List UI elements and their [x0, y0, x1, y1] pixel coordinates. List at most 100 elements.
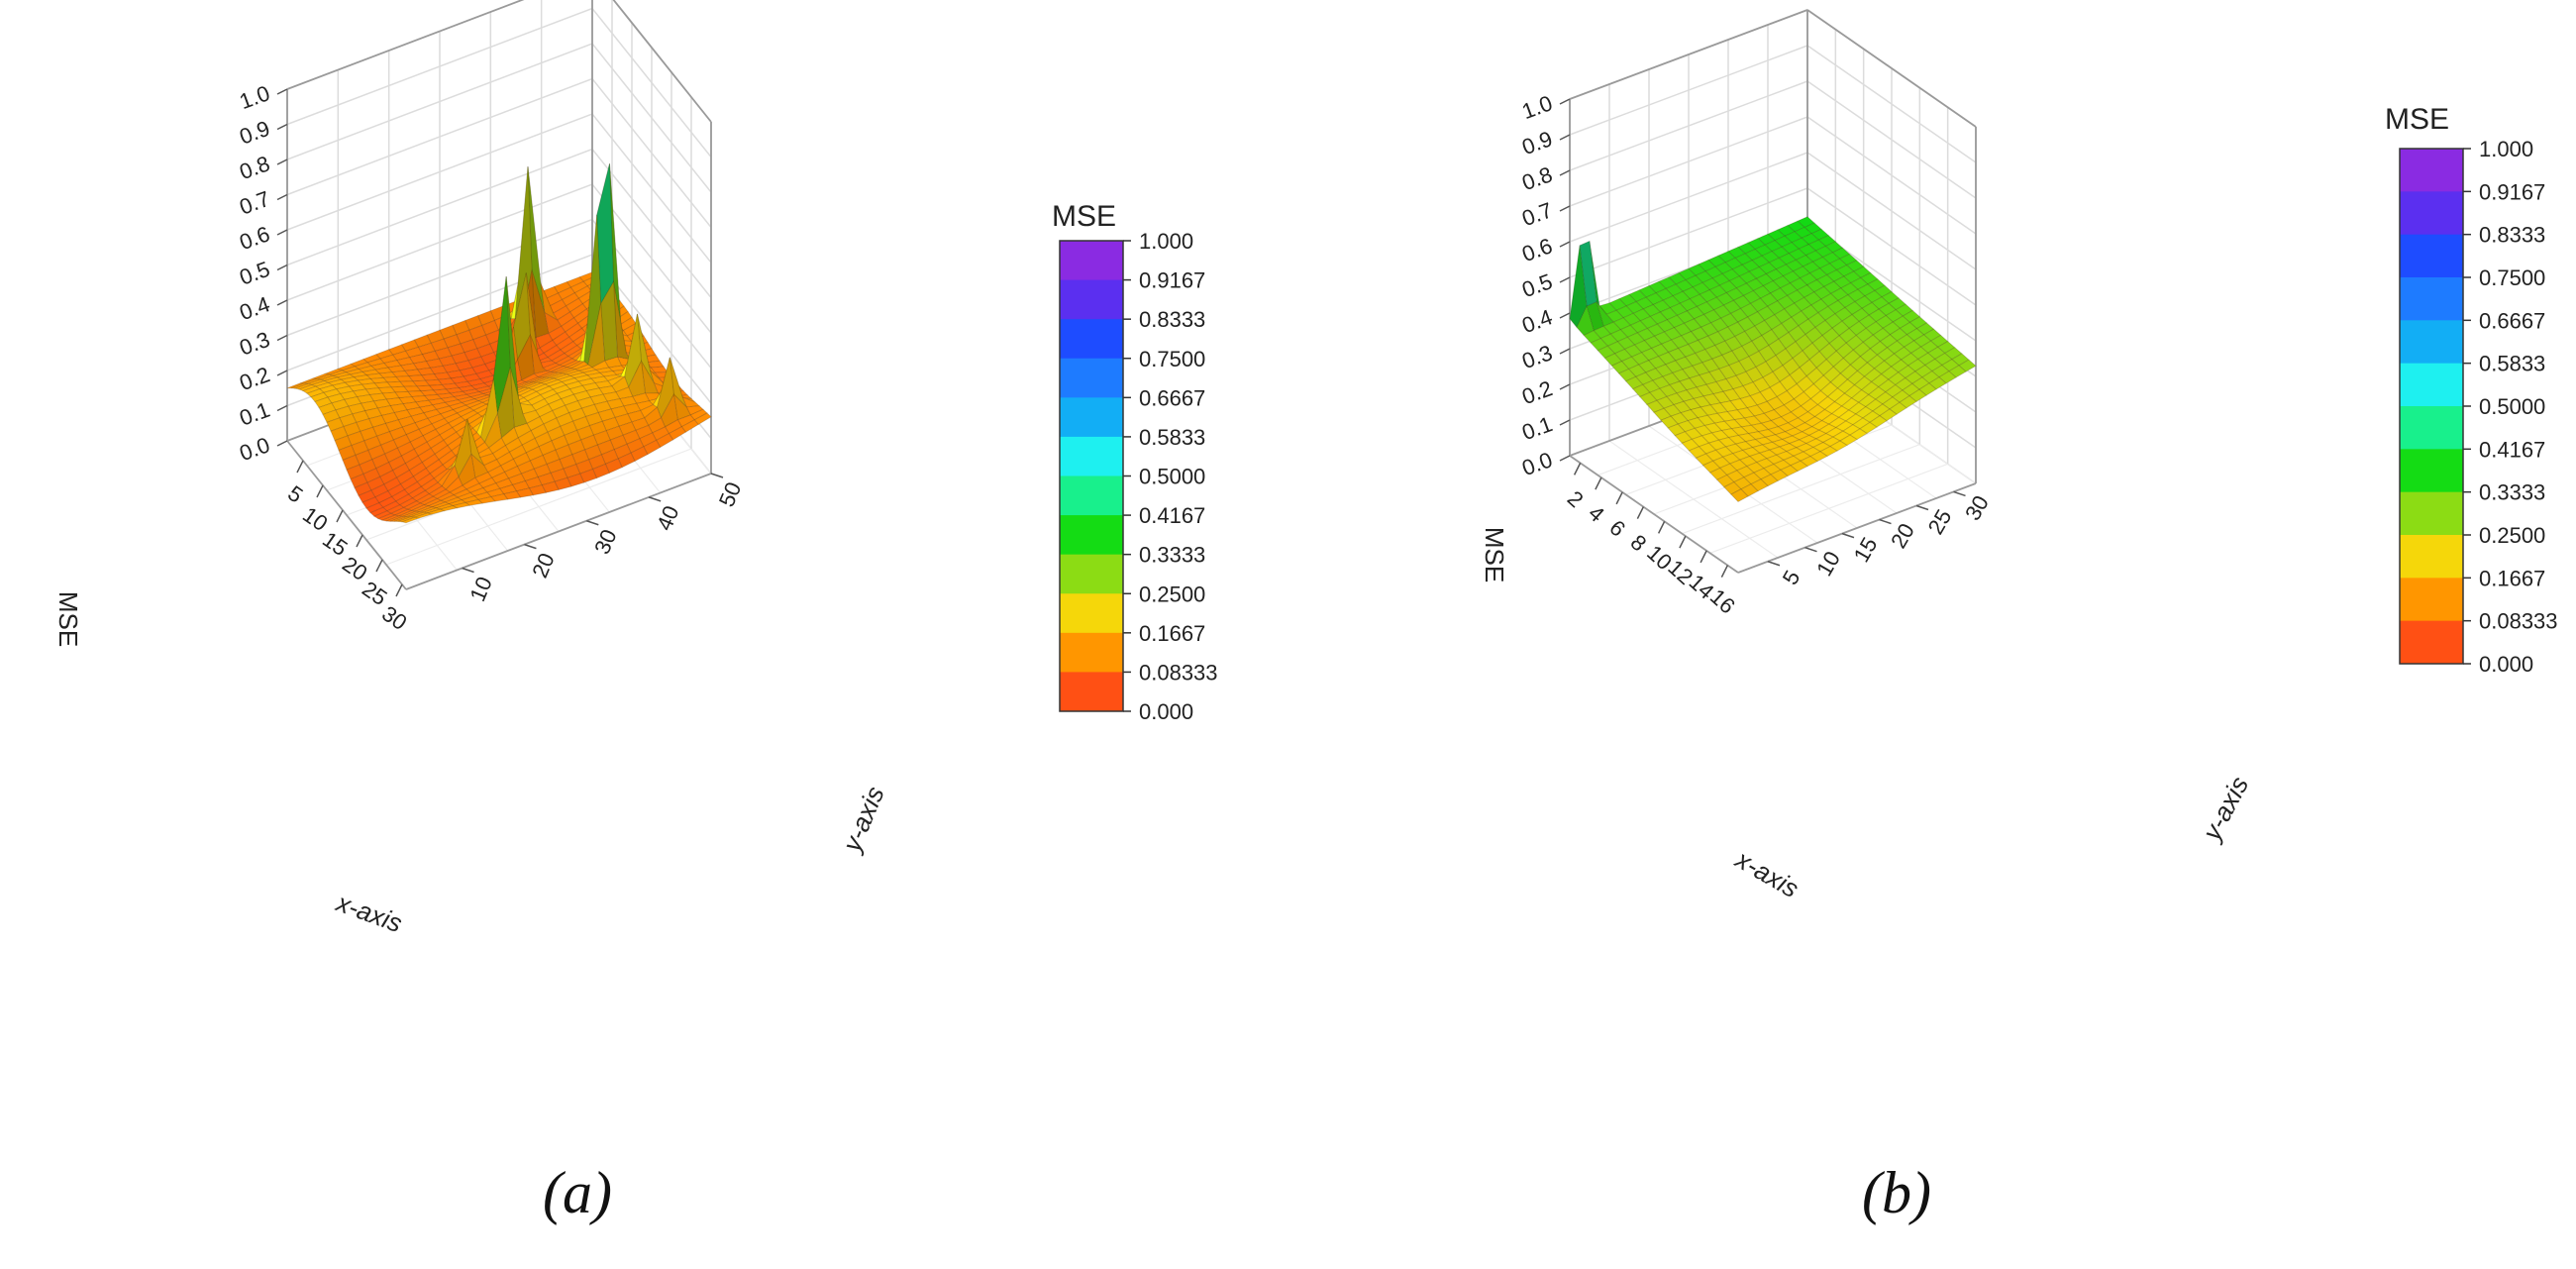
z-tick-label: 0.2	[236, 362, 272, 395]
surface-patch	[1760, 474, 1779, 487]
z-tick-label: 0.7	[1518, 197, 1555, 231]
x-tick-mark	[316, 484, 324, 498]
legend-level-label: 0.6667	[1139, 385, 1205, 410]
z-tick-label: 0.6	[1518, 233, 1555, 266]
x-tick-mark	[1657, 521, 1666, 534]
surface-patch	[1730, 488, 1749, 503]
surface-patch	[1908, 388, 1927, 402]
grid-line	[1569, 116, 1977, 235]
legend-swatch	[2400, 320, 2463, 365]
surface-patch	[591, 463, 610, 479]
y-axis-title: y-axis	[2196, 772, 2254, 847]
surface-patch	[1829, 440, 1848, 452]
surface-patch	[604, 458, 623, 475]
y-axis-title: y-axis	[836, 782, 890, 857]
z-tick-label: 0.4	[1518, 304, 1555, 338]
z-tick-label: 0.1	[1518, 411, 1555, 445]
z-tick-label: 0.2	[1518, 375, 1555, 409]
axis-edge	[1569, 9, 1808, 100]
z-tick-mark	[276, 440, 288, 447]
y-tick-label: 10	[464, 573, 497, 604]
z-ticks: 0.00.10.20.30.40.50.60.70.80.91.0	[236, 80, 288, 466]
x-tick-mark	[1720, 565, 1729, 578]
legend-level-label: 0.3333	[1139, 543, 1205, 568]
legend-level-label: 0.08333	[1139, 660, 1218, 685]
y-ticks: 5 10 15 20 25 30	[1767, 490, 1994, 589]
x-tick-mark	[375, 559, 383, 573]
legend-level-label: 0.08333	[2479, 609, 2558, 634]
x-tick-label: 20	[338, 552, 371, 586]
axis-edge	[405, 473, 712, 590]
legend-level-label: 0.5000	[1139, 465, 1205, 489]
z-tick-mark	[1559, 276, 1571, 283]
y-tick-mark	[1953, 490, 1966, 497]
z-tick-label: 0.8	[1518, 161, 1555, 195]
legend-swatch	[1060, 476, 1123, 516]
legend-level-label: 0.8333	[2479, 223, 2545, 248]
legend-swatch	[1060, 397, 1123, 438]
surface-patch	[630, 446, 649, 463]
z-tick-label: 0.9	[1518, 126, 1555, 159]
z-tick-mark	[276, 370, 288, 376]
color-legend: MSE 1.000 0.9167 0.8333 0.7500 0.6667 0.5833 0.…	[2385, 103, 2558, 677]
x-tick-label: 25	[358, 577, 391, 611]
legend-swatch	[2400, 535, 2463, 579]
color-legend: MSE 1.000 0.9167 0.8333 0.7500 0.6667 0.5833 0.…	[1052, 200, 1218, 724]
legend-swatch	[2400, 363, 2463, 407]
axis-edge	[1806, 9, 1977, 128]
y-tick-label: 40	[652, 502, 684, 534]
surface-patch	[668, 426, 686, 441]
surface-patch	[1928, 376, 1947, 390]
z-tick-mark	[1559, 312, 1571, 319]
y-tick-mark	[1804, 546, 1817, 553]
y-tick-mark	[1879, 518, 1892, 525]
x-axis-title: x-axis	[1729, 843, 1804, 903]
legend-swatch	[2400, 620, 2463, 665]
legend-swatch	[2400, 277, 2463, 321]
surface-patch	[1958, 359, 1977, 372]
legend-swatch	[2400, 578, 2463, 622]
surface-plot-b: 0.00.10.20.30.40.50.60.70.80.91.02468101…	[1480, 9, 2558, 903]
surface-patch	[1879, 408, 1898, 422]
axis-edge	[286, 0, 525, 90]
surface-patch	[1800, 456, 1818, 468]
surface-patch	[1889, 401, 1907, 415]
legend-level-label: 0.9167	[2479, 179, 2545, 204]
z-tick-mark	[276, 404, 288, 412]
y-tick-label: 20	[527, 550, 560, 582]
legend-swatch	[2400, 406, 2463, 450]
surface-patch	[693, 412, 712, 426]
grid-line	[1569, 80, 1977, 199]
y-tick-mark	[648, 496, 662, 502]
y-tick-mark	[1915, 504, 1929, 511]
z-tick-mark	[276, 193, 288, 201]
x-tick-label: 6	[1604, 515, 1630, 542]
y-tick-mark	[710, 473, 724, 478]
y-tick-mark	[586, 520, 599, 526]
surface-patch	[400, 516, 421, 524]
legend-swatch	[2400, 191, 2463, 236]
surface-patch	[579, 468, 598, 483]
legend-level-label: 0.1667	[2479, 566, 2545, 590]
axis-edge	[1569, 455, 1739, 574]
z-tick-label: 0.3	[236, 327, 272, 361]
x-tick-mark	[1573, 463, 1582, 476]
surface-patch	[1839, 434, 1858, 447]
x-tick-mark	[296, 460, 304, 474]
surface-patch	[439, 505, 459, 512]
y-tick-mark	[524, 543, 537, 550]
surface	[286, 163, 712, 524]
panel-label-a: (a)	[543, 1160, 612, 1225]
z-axis-title: MSE	[53, 591, 83, 647]
surface-patch	[554, 476, 572, 490]
x-tick-mark	[1679, 535, 1687, 549]
surface-patch	[528, 484, 547, 496]
z-tick-label: 0.5	[1518, 268, 1555, 302]
legend-level-label: 0.5833	[1139, 425, 1205, 450]
surface-patch	[1899, 395, 1917, 409]
grid-line	[1682, 444, 1920, 535]
axis-edge	[612, 0, 712, 123]
y-tick-label: 5	[1778, 566, 1805, 588]
z-ticks: 0.00.10.20.30.40.50.60.70.80.91.0	[1518, 90, 1571, 480]
